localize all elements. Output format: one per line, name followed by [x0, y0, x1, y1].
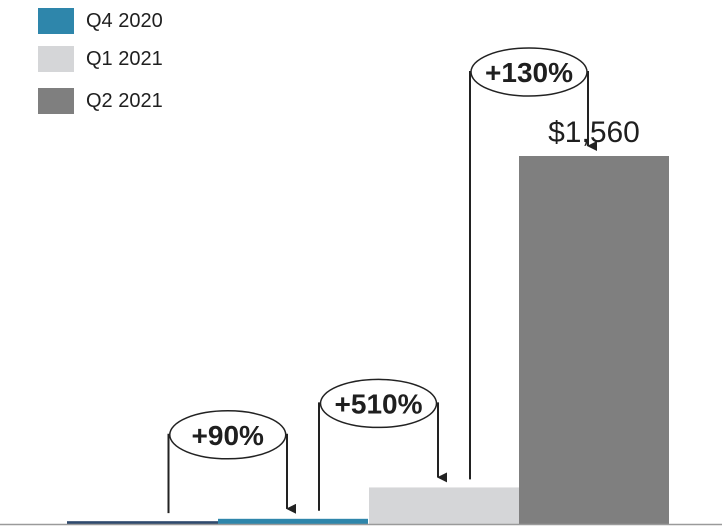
bar-1	[218, 518, 368, 524]
bar-2	[369, 487, 519, 524]
growth-label-0: +90%	[192, 420, 264, 451]
growth-label-1: +510%	[335, 388, 423, 419]
growth-bubble-1	[319, 378, 438, 429]
growth-bubble-2	[470, 47, 588, 97]
legend-label-q2-2021: Q2 2021	[86, 90, 163, 112]
legend-label-q4-2020: Q4 2020	[86, 10, 163, 32]
bar-0	[67, 521, 218, 524]
bars-group: $1,560	[67, 116, 669, 524]
legend-item-q4-2020: Q4 2020	[38, 8, 238, 34]
growth-annotations: +90% +510% +130%	[167, 47, 597, 514]
bar-3	[519, 156, 669, 524]
legend-item-q1-2021: Q1 2021	[38, 46, 238, 72]
legend-item-q2-2021: Q2 2021	[38, 88, 238, 114]
growth-annotation-0: +90%	[167, 410, 296, 514]
data-label-3: $1,560	[548, 116, 640, 149]
legend-swatch-q2-2021	[38, 88, 74, 114]
legend-label-q1-2021: Q1 2021	[86, 48, 163, 70]
growth-bubble-0	[169, 410, 287, 460]
growth-annotation-2: +130%	[469, 47, 597, 480]
legend-swatch-q4-2020	[38, 8, 74, 34]
growth-annotation-1: +510%	[318, 378, 447, 511]
legend-swatch-q1-2021	[38, 46, 74, 72]
growth-label-2: +130%	[485, 57, 573, 88]
